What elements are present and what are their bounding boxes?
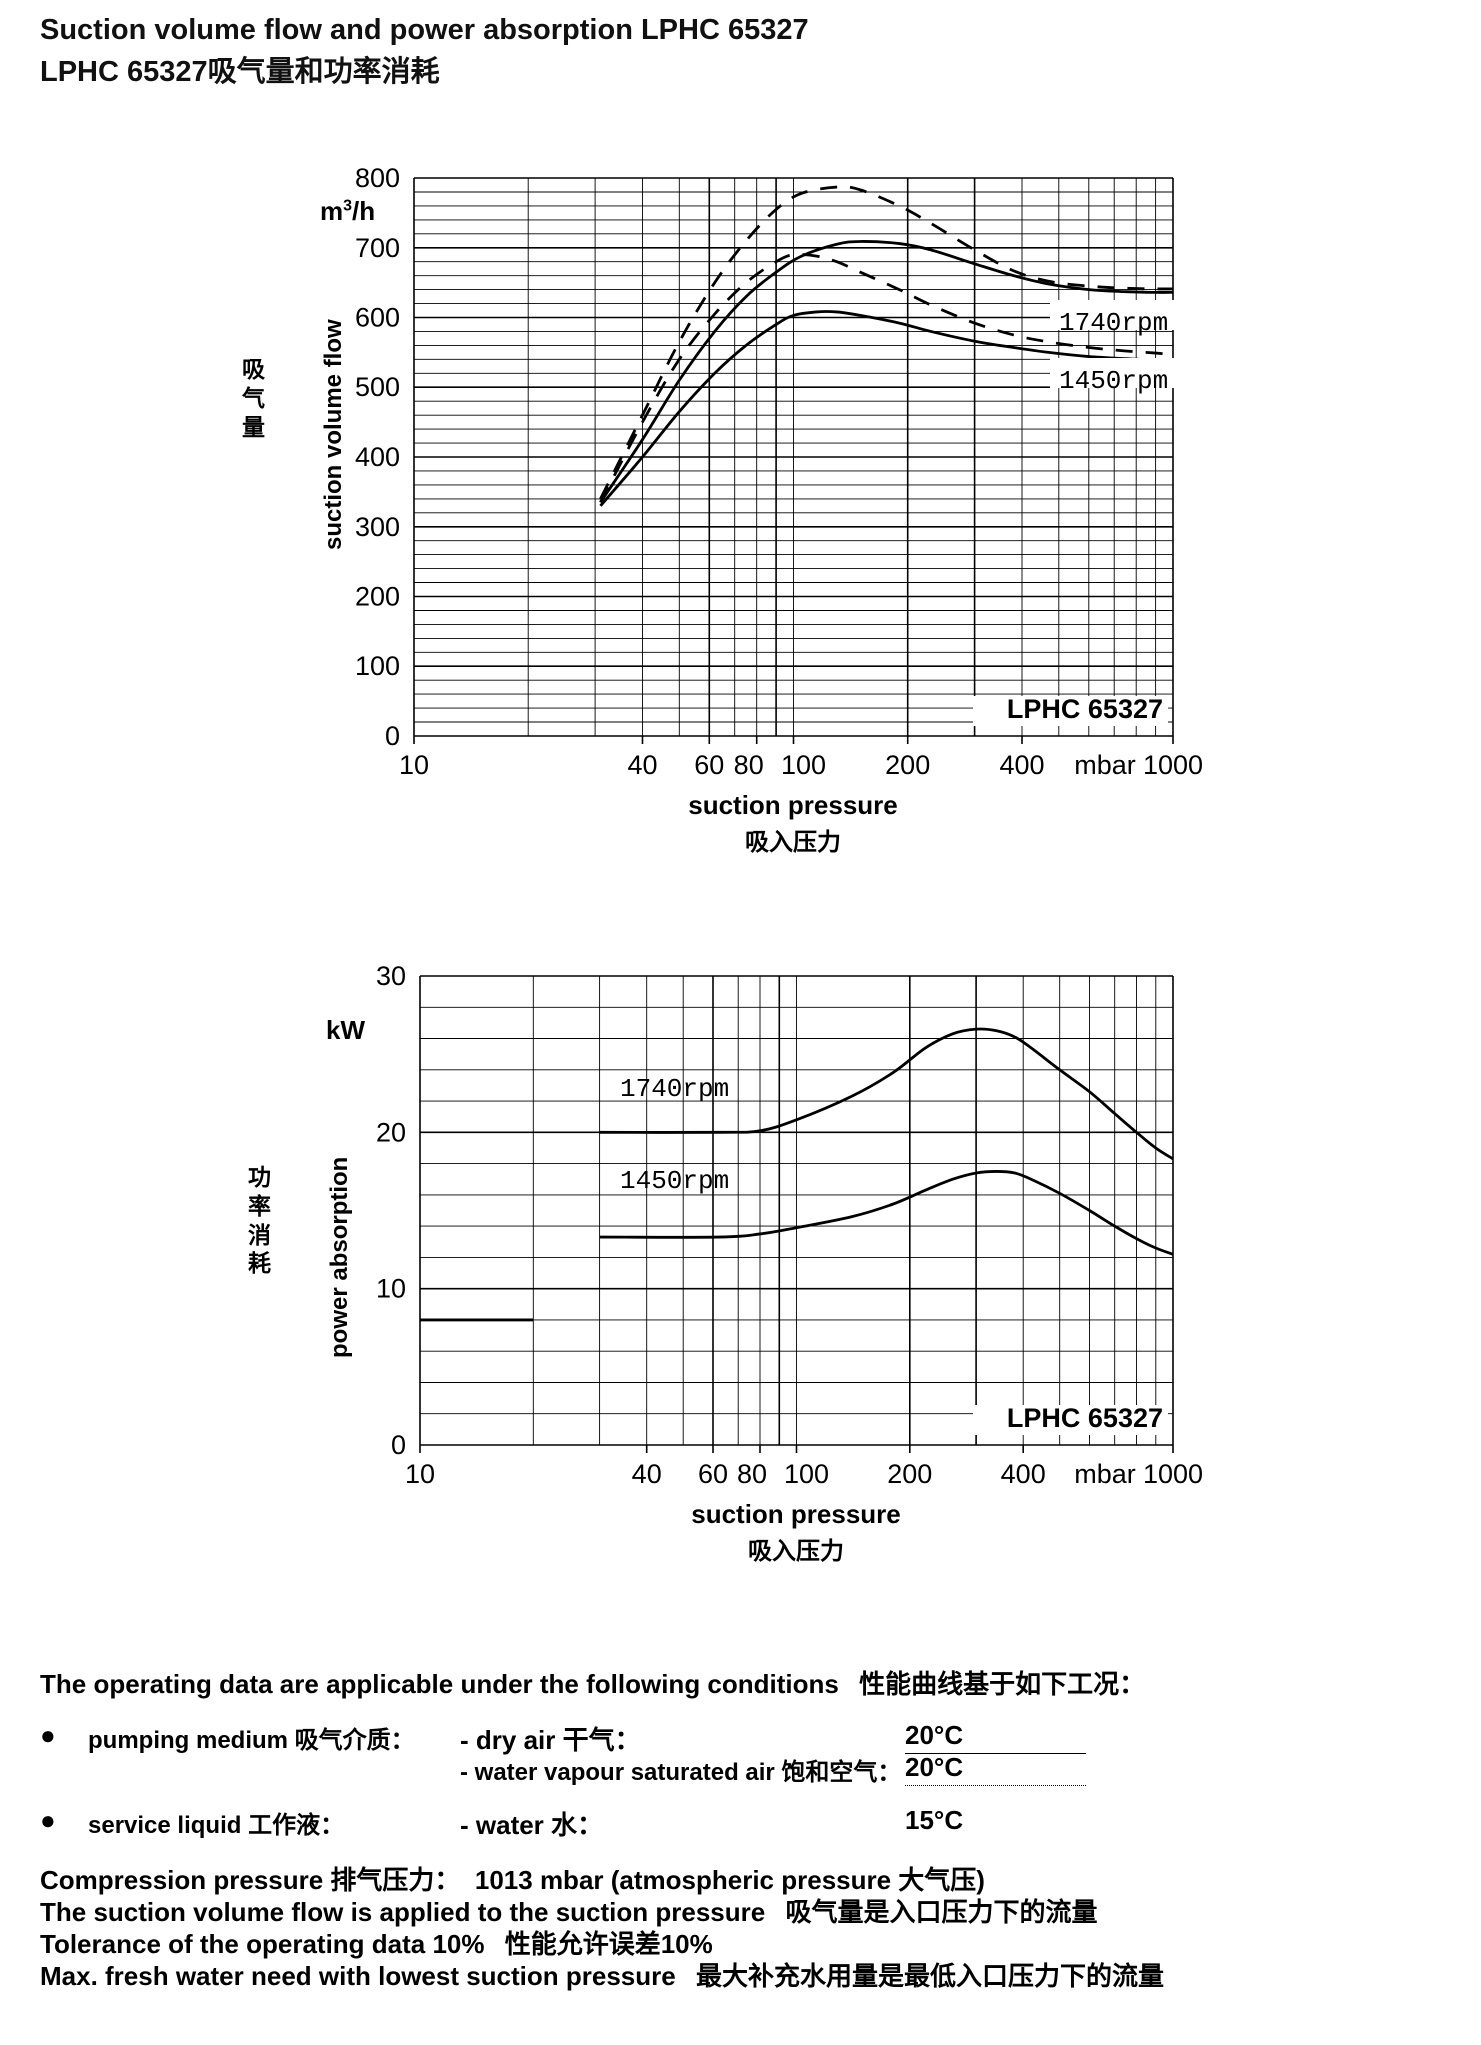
svg-text:30: 30 (376, 961, 406, 991)
svg-text:60: 60 (698, 1459, 728, 1489)
svg-text:1450rpm: 1450rpm (620, 1166, 729, 1196)
svg-text:LPHC 65327: LPHC 65327 (1007, 1403, 1163, 1433)
svg-text:20: 20 (376, 1117, 406, 1147)
svg-text:200: 200 (887, 1459, 932, 1489)
svg-text:0: 0 (391, 1430, 406, 1460)
svg-text:10: 10 (376, 1274, 406, 1304)
svg-text:400: 400 (1001, 1459, 1046, 1489)
svg-text:1000: 1000 (1143, 1459, 1203, 1489)
svg-text:10: 10 (405, 1459, 435, 1489)
svg-text:80: 80 (737, 1459, 767, 1489)
svg-text:40: 40 (632, 1459, 662, 1489)
svg-text:1740rpm: 1740rpm (620, 1074, 729, 1104)
svg-text:mbar: mbar (1074, 1459, 1136, 1489)
svg-text:100: 100 (784, 1459, 829, 1489)
